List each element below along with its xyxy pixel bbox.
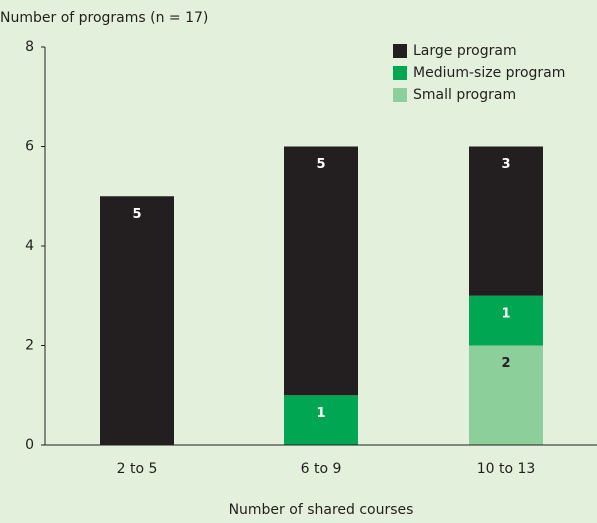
y-tick-label: 8 — [25, 39, 34, 55]
bar-segment — [100, 196, 174, 445]
legend-label: Large program — [413, 43, 517, 59]
bar-segment — [284, 146, 358, 396]
y-tick-label: 0 — [25, 437, 34, 453]
value-label: 2 — [501, 356, 510, 371]
y-tick-label: 6 — [25, 139, 34, 155]
legend-swatch — [393, 88, 407, 102]
legend-label: Small program — [413, 87, 516, 103]
value-label: 5 — [316, 157, 325, 172]
value-label: 3 — [501, 157, 510, 172]
x-tick-label: 2 to 5 — [117, 461, 158, 477]
value-label: 1 — [316, 406, 325, 421]
legend-swatch — [393, 66, 407, 80]
bar-segment — [469, 146, 543, 296]
value-label: 5 — [132, 207, 141, 222]
y-tick-label: 4 — [25, 238, 34, 254]
chart-title: Number of programs (n = 17) — [0, 10, 208, 26]
x-axis-label: Number of shared courses — [229, 502, 414, 518]
y-tick-label: 2 — [25, 338, 34, 354]
x-tick-label: 6 to 9 — [301, 461, 342, 477]
legend-swatch — [393, 44, 407, 58]
bar-segment — [469, 295, 543, 346]
x-tick-label: 10 to 13 — [477, 461, 536, 477]
bar-segment — [469, 345, 543, 445]
bar-segment — [284, 395, 358, 445]
legend-label: Medium-size program — [413, 65, 565, 81]
value-label: 1 — [501, 306, 510, 321]
